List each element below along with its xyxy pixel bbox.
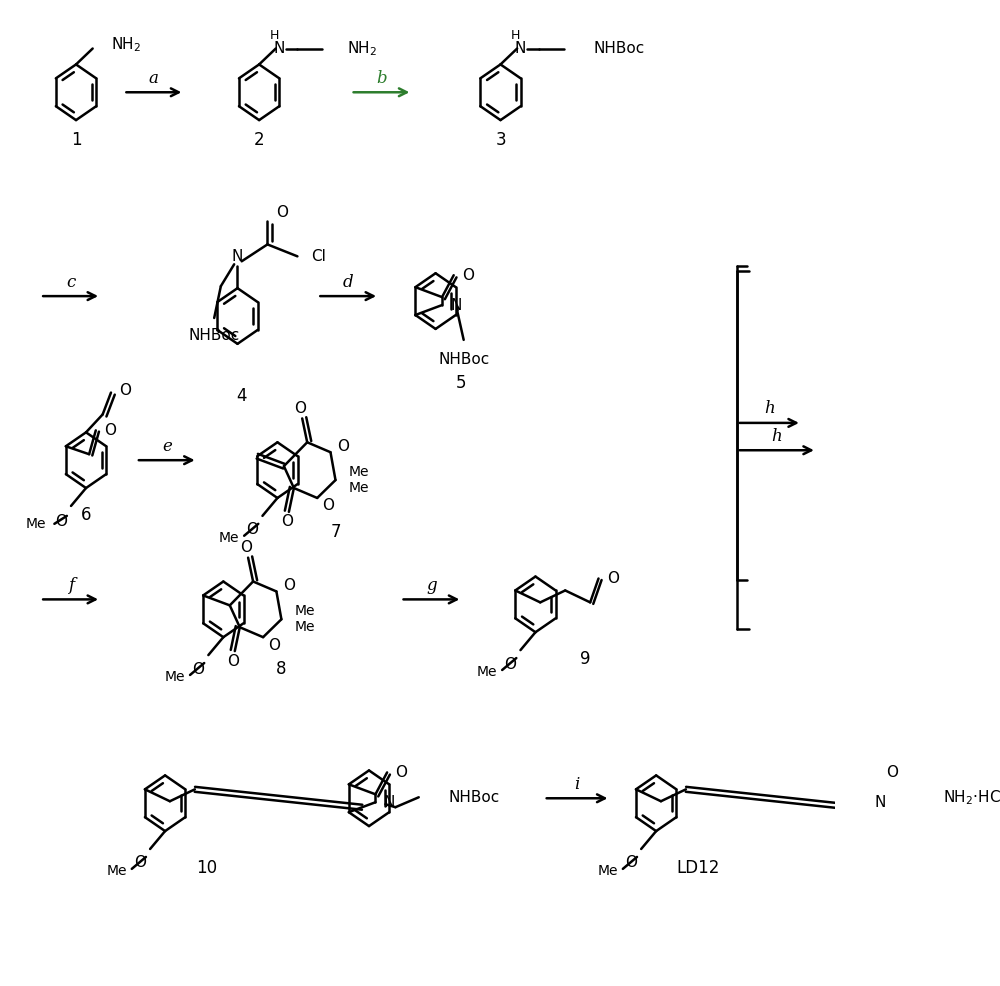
Text: Me: Me: [349, 465, 369, 479]
Text: N: N: [232, 248, 243, 264]
Text: b: b: [376, 70, 387, 87]
Text: 10: 10: [196, 859, 217, 877]
Text: i: i: [574, 776, 580, 793]
Text: NHBoc: NHBoc: [449, 790, 500, 805]
Text: O: O: [119, 384, 131, 398]
Text: O: O: [607, 571, 619, 586]
Text: N: N: [384, 795, 395, 810]
Text: 5: 5: [455, 374, 466, 391]
Text: 1: 1: [71, 131, 81, 149]
Text: Me: Me: [477, 665, 497, 679]
Text: Me: Me: [219, 530, 239, 544]
Text: 7: 7: [330, 523, 341, 540]
Text: f: f: [68, 577, 74, 594]
Text: NH$_2$: NH$_2$: [111, 35, 141, 54]
Text: Cl: Cl: [311, 248, 326, 264]
Text: Me: Me: [295, 620, 315, 634]
Text: O: O: [227, 654, 239, 669]
Text: e: e: [162, 438, 172, 455]
Text: Me: Me: [295, 604, 315, 618]
Text: O: O: [240, 540, 252, 555]
Text: O: O: [886, 765, 898, 780]
Text: H: H: [269, 30, 279, 42]
Text: O: O: [55, 515, 67, 529]
Text: Me: Me: [26, 517, 46, 530]
Text: 3: 3: [495, 131, 506, 149]
Text: 9: 9: [580, 650, 591, 669]
Text: O: O: [192, 662, 204, 676]
Text: O: O: [134, 856, 146, 871]
Text: Me: Me: [597, 864, 618, 878]
Text: NH$_2$·HCl: NH$_2$·HCl: [943, 788, 1000, 807]
Text: O: O: [246, 523, 258, 537]
Text: NHBoc: NHBoc: [438, 352, 489, 367]
Text: 8: 8: [276, 660, 287, 678]
Text: a: a: [149, 70, 159, 87]
Text: O: O: [281, 515, 293, 529]
Text: NHBoc: NHBoc: [189, 328, 240, 343]
Text: N: N: [450, 298, 462, 313]
Text: O: O: [395, 765, 407, 780]
Text: N: N: [273, 41, 285, 56]
Text: LD12: LD12: [676, 859, 719, 877]
Text: 6: 6: [81, 506, 91, 524]
Text: c: c: [66, 274, 75, 291]
Text: NH$_2$: NH$_2$: [347, 39, 378, 58]
Text: O: O: [504, 657, 516, 671]
Text: O: O: [322, 499, 334, 514]
Text: Me: Me: [106, 864, 127, 878]
Text: O: O: [625, 856, 637, 871]
Text: O: O: [268, 638, 280, 653]
Text: 4: 4: [236, 387, 247, 404]
Text: O: O: [104, 423, 116, 438]
Text: O: O: [283, 578, 295, 593]
Text: h: h: [771, 428, 782, 445]
Text: N: N: [875, 795, 886, 810]
Text: h: h: [764, 400, 775, 417]
Text: O: O: [295, 401, 307, 416]
Text: d: d: [343, 274, 354, 291]
Text: NHBoc: NHBoc: [594, 41, 645, 56]
Text: Me: Me: [349, 481, 369, 495]
Text: g: g: [426, 577, 437, 594]
Text: N: N: [515, 41, 526, 56]
Text: H: H: [511, 30, 520, 42]
Text: O: O: [337, 439, 349, 454]
Text: Me: Me: [165, 669, 185, 684]
Text: 2: 2: [254, 131, 264, 149]
Text: O: O: [276, 205, 288, 220]
Text: O: O: [462, 268, 474, 283]
